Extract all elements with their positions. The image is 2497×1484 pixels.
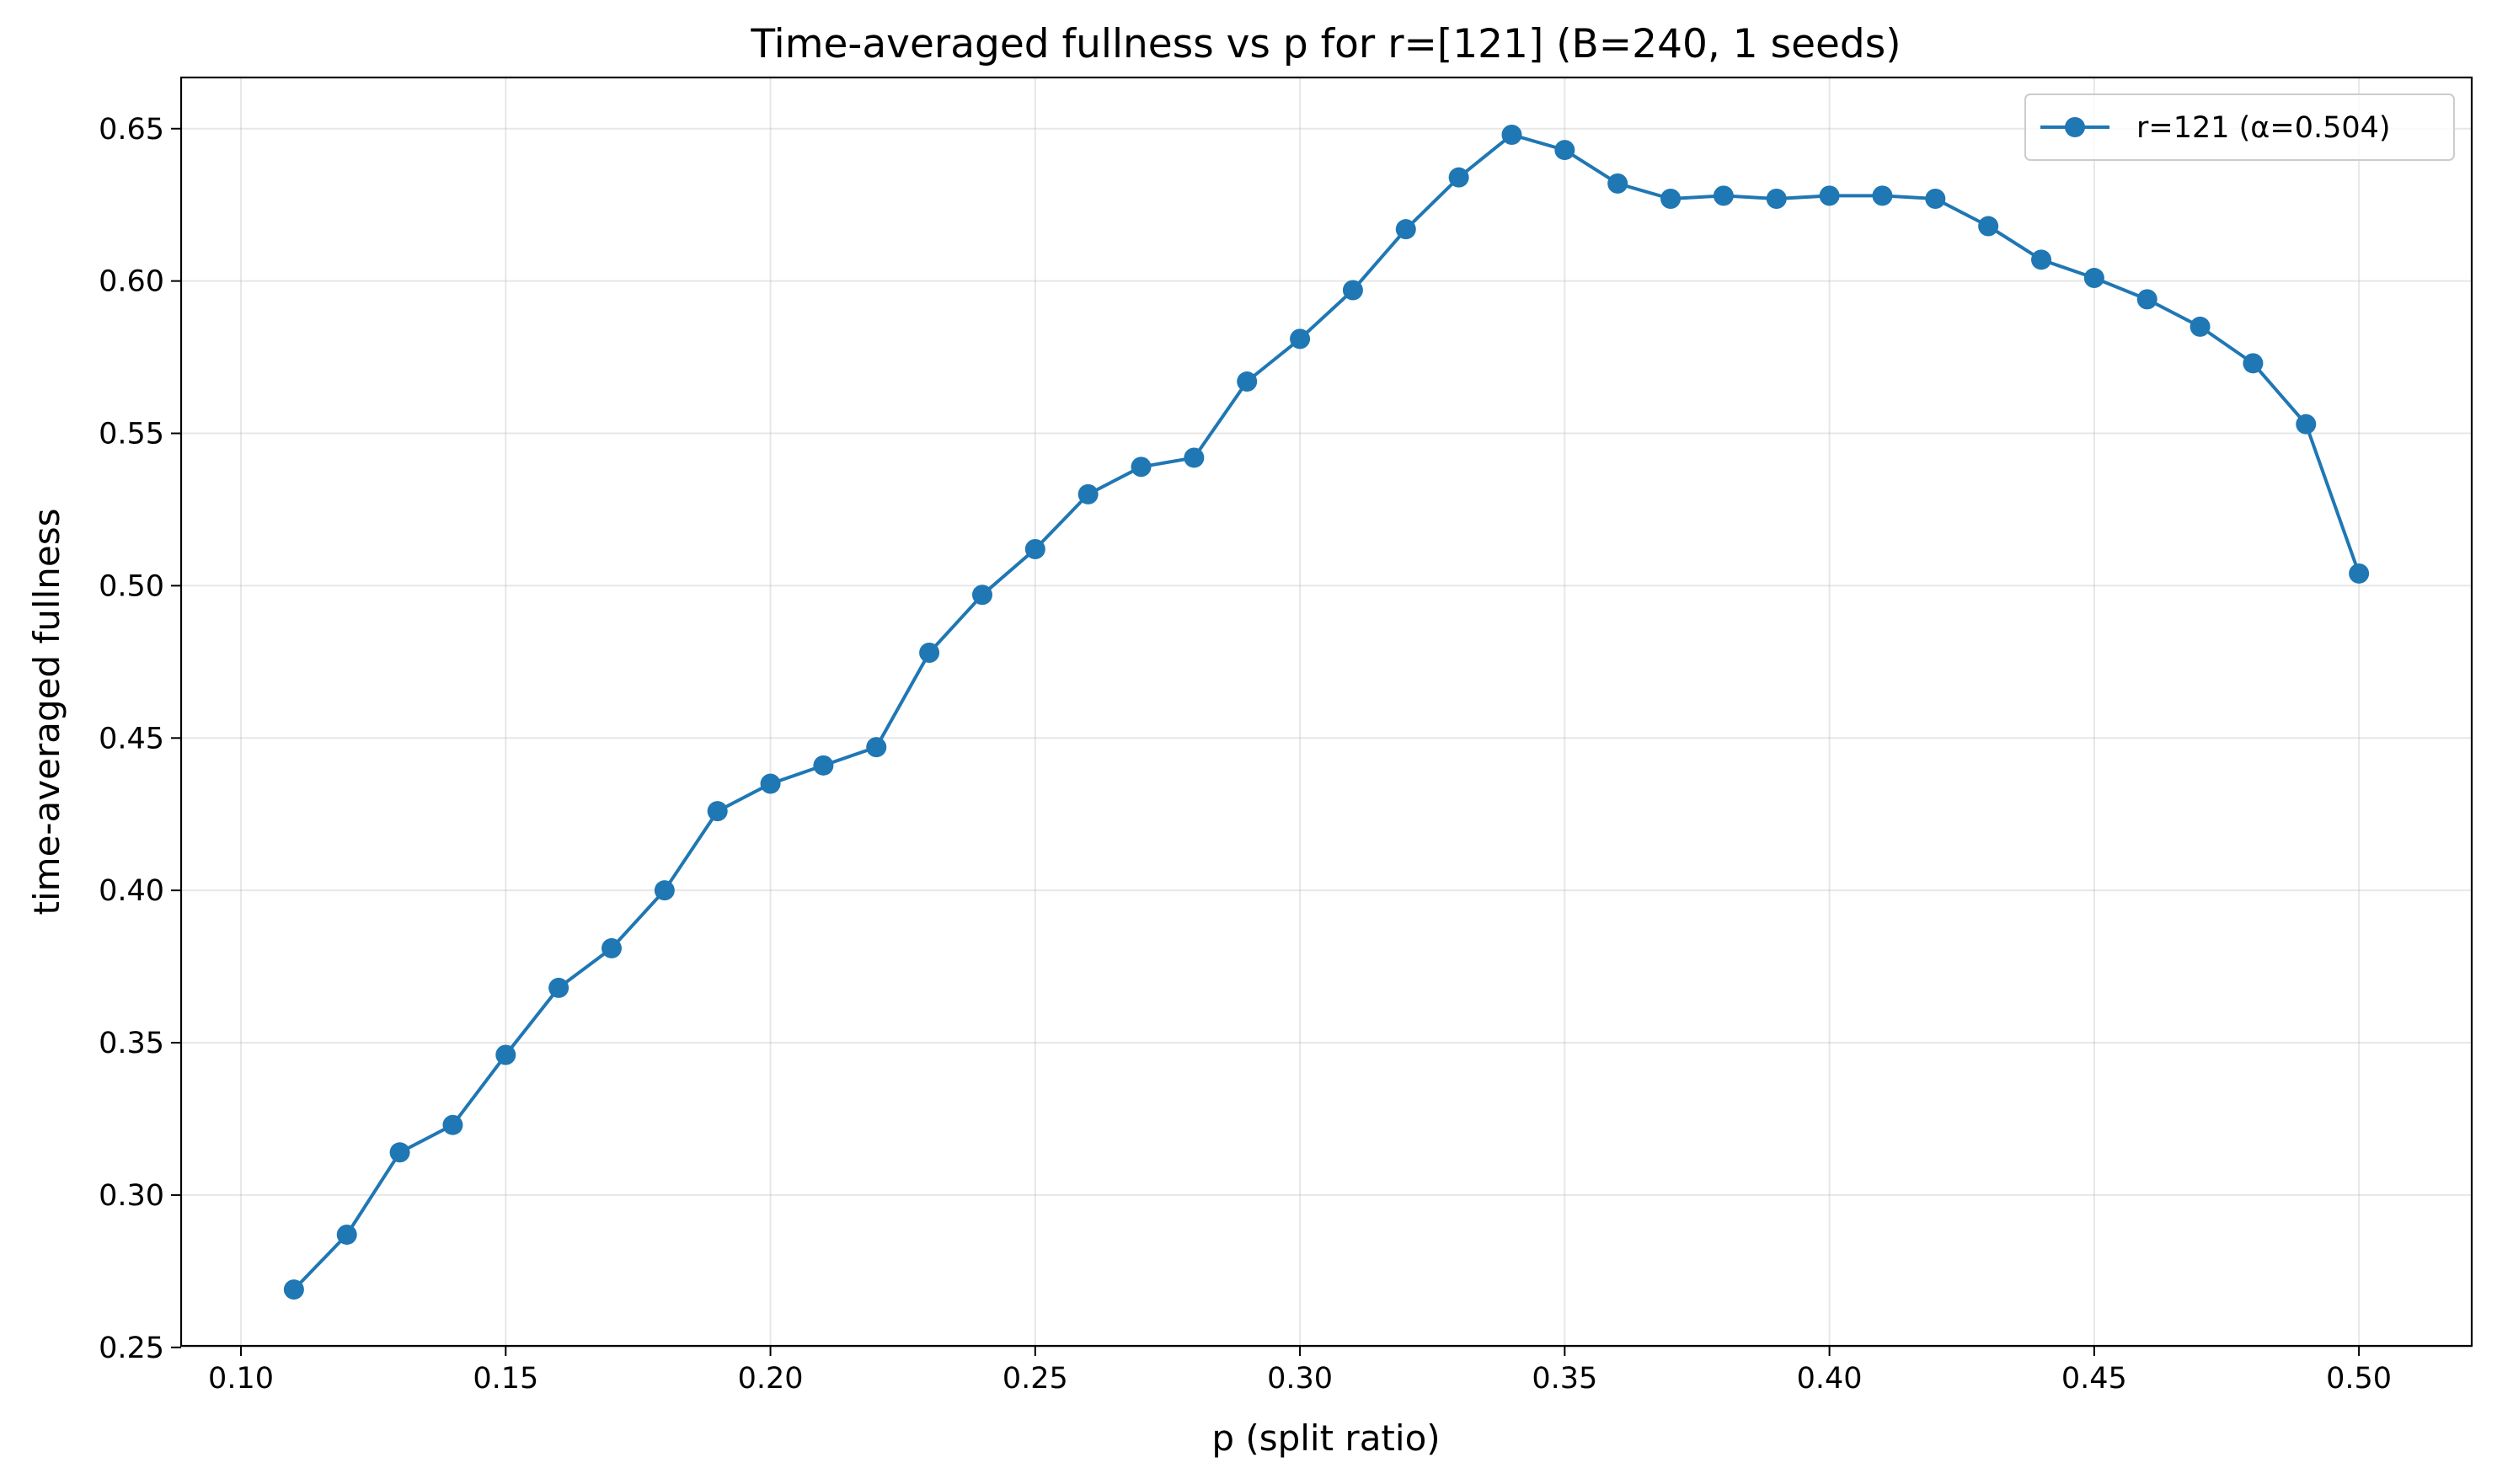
data-point [2190, 316, 2211, 337]
data-point [654, 880, 675, 901]
data-point [707, 801, 728, 822]
legend: r=121 (α=0.504) [2024, 93, 2455, 161]
data-point [283, 1279, 304, 1300]
y-tick-label: 0.40 [99, 874, 164, 908]
x-tick-label: 0.10 [208, 1362, 274, 1396]
data-point [1819, 185, 1840, 206]
data-point [1448, 167, 1469, 188]
data-point [442, 1114, 463, 1135]
y-tick-label: 0.50 [99, 569, 164, 603]
legend-box [2024, 93, 2455, 161]
plot-frame [179, 76, 2473, 1348]
data-point [1554, 140, 1575, 161]
data-point [1501, 125, 1522, 146]
y-tick-label: 0.65 [99, 113, 164, 147]
data-point [548, 977, 569, 998]
data-point [1237, 371, 1258, 392]
data-point [760, 773, 781, 794]
data-point [971, 585, 992, 606]
data-point [1925, 188, 1946, 209]
data-point [866, 737, 887, 758]
data-point [1766, 188, 1787, 209]
data-point [1024, 539, 1045, 560]
x-axis-label: p (split ratio) [1211, 1417, 1440, 1459]
data-point [389, 1142, 410, 1163]
data-point [495, 1044, 516, 1065]
data-point [2349, 563, 2370, 584]
series-line [292, 133, 2361, 1291]
series-layer [283, 125, 2370, 1300]
data-point [2296, 414, 2317, 435]
data-point [2031, 249, 2052, 270]
y-tick-label: 0.30 [99, 1179, 164, 1213]
data-point [2136, 289, 2157, 310]
y-tick-label: 0.60 [99, 265, 164, 299]
legend-marker [2065, 117, 2085, 137]
data-point [1872, 185, 1893, 206]
data-point [1184, 447, 1205, 468]
y-tick-label: 0.35 [99, 1027, 164, 1060]
y-tick-label: 0.55 [99, 418, 164, 451]
data-point [1713, 185, 1734, 206]
data-point [2083, 268, 2104, 289]
x-tick-label: 0.40 [1797, 1362, 1863, 1396]
x-tick-label: 0.20 [738, 1362, 804, 1396]
data-point [1290, 328, 1311, 350]
y-tick-label: 0.25 [99, 1332, 164, 1365]
data-point [2243, 353, 2264, 374]
data-point [336, 1224, 357, 1245]
grid-lines [181, 77, 2472, 1348]
data-point [813, 755, 834, 776]
y-tick-label: 0.45 [99, 722, 164, 755]
data-point [1607, 173, 1628, 194]
data-point [1660, 188, 1682, 209]
data-point [1342, 280, 1363, 301]
chart-title: Time-averaged fullness vs p for r=[121] … [750, 21, 1901, 67]
x-tick-label: 0.15 [473, 1362, 538, 1396]
data-point [1077, 483, 1099, 504]
x-tick-label: 0.35 [1532, 1362, 1597, 1396]
data-point [601, 937, 622, 958]
x-tick-label: 0.45 [2061, 1362, 2127, 1396]
data-point [1131, 456, 1152, 478]
legend-label: r=121 (α=0.504) [2136, 111, 2391, 145]
data-point [1395, 219, 1416, 240]
x-tick-label: 0.30 [1267, 1362, 1333, 1396]
axis-ticks: 0.10 0.15 0.20 0.25 0.30 0.35 0.40 0.45 0.50 0.25… [99, 113, 2392, 1396]
x-tick-label: 0.50 [2326, 1362, 2392, 1396]
x-tick-label: 0.25 [1003, 1362, 1068, 1396]
data-point [1978, 216, 1999, 237]
y-axis-label: time-averaged fullness [26, 509, 67, 915]
data-point [919, 642, 940, 663]
